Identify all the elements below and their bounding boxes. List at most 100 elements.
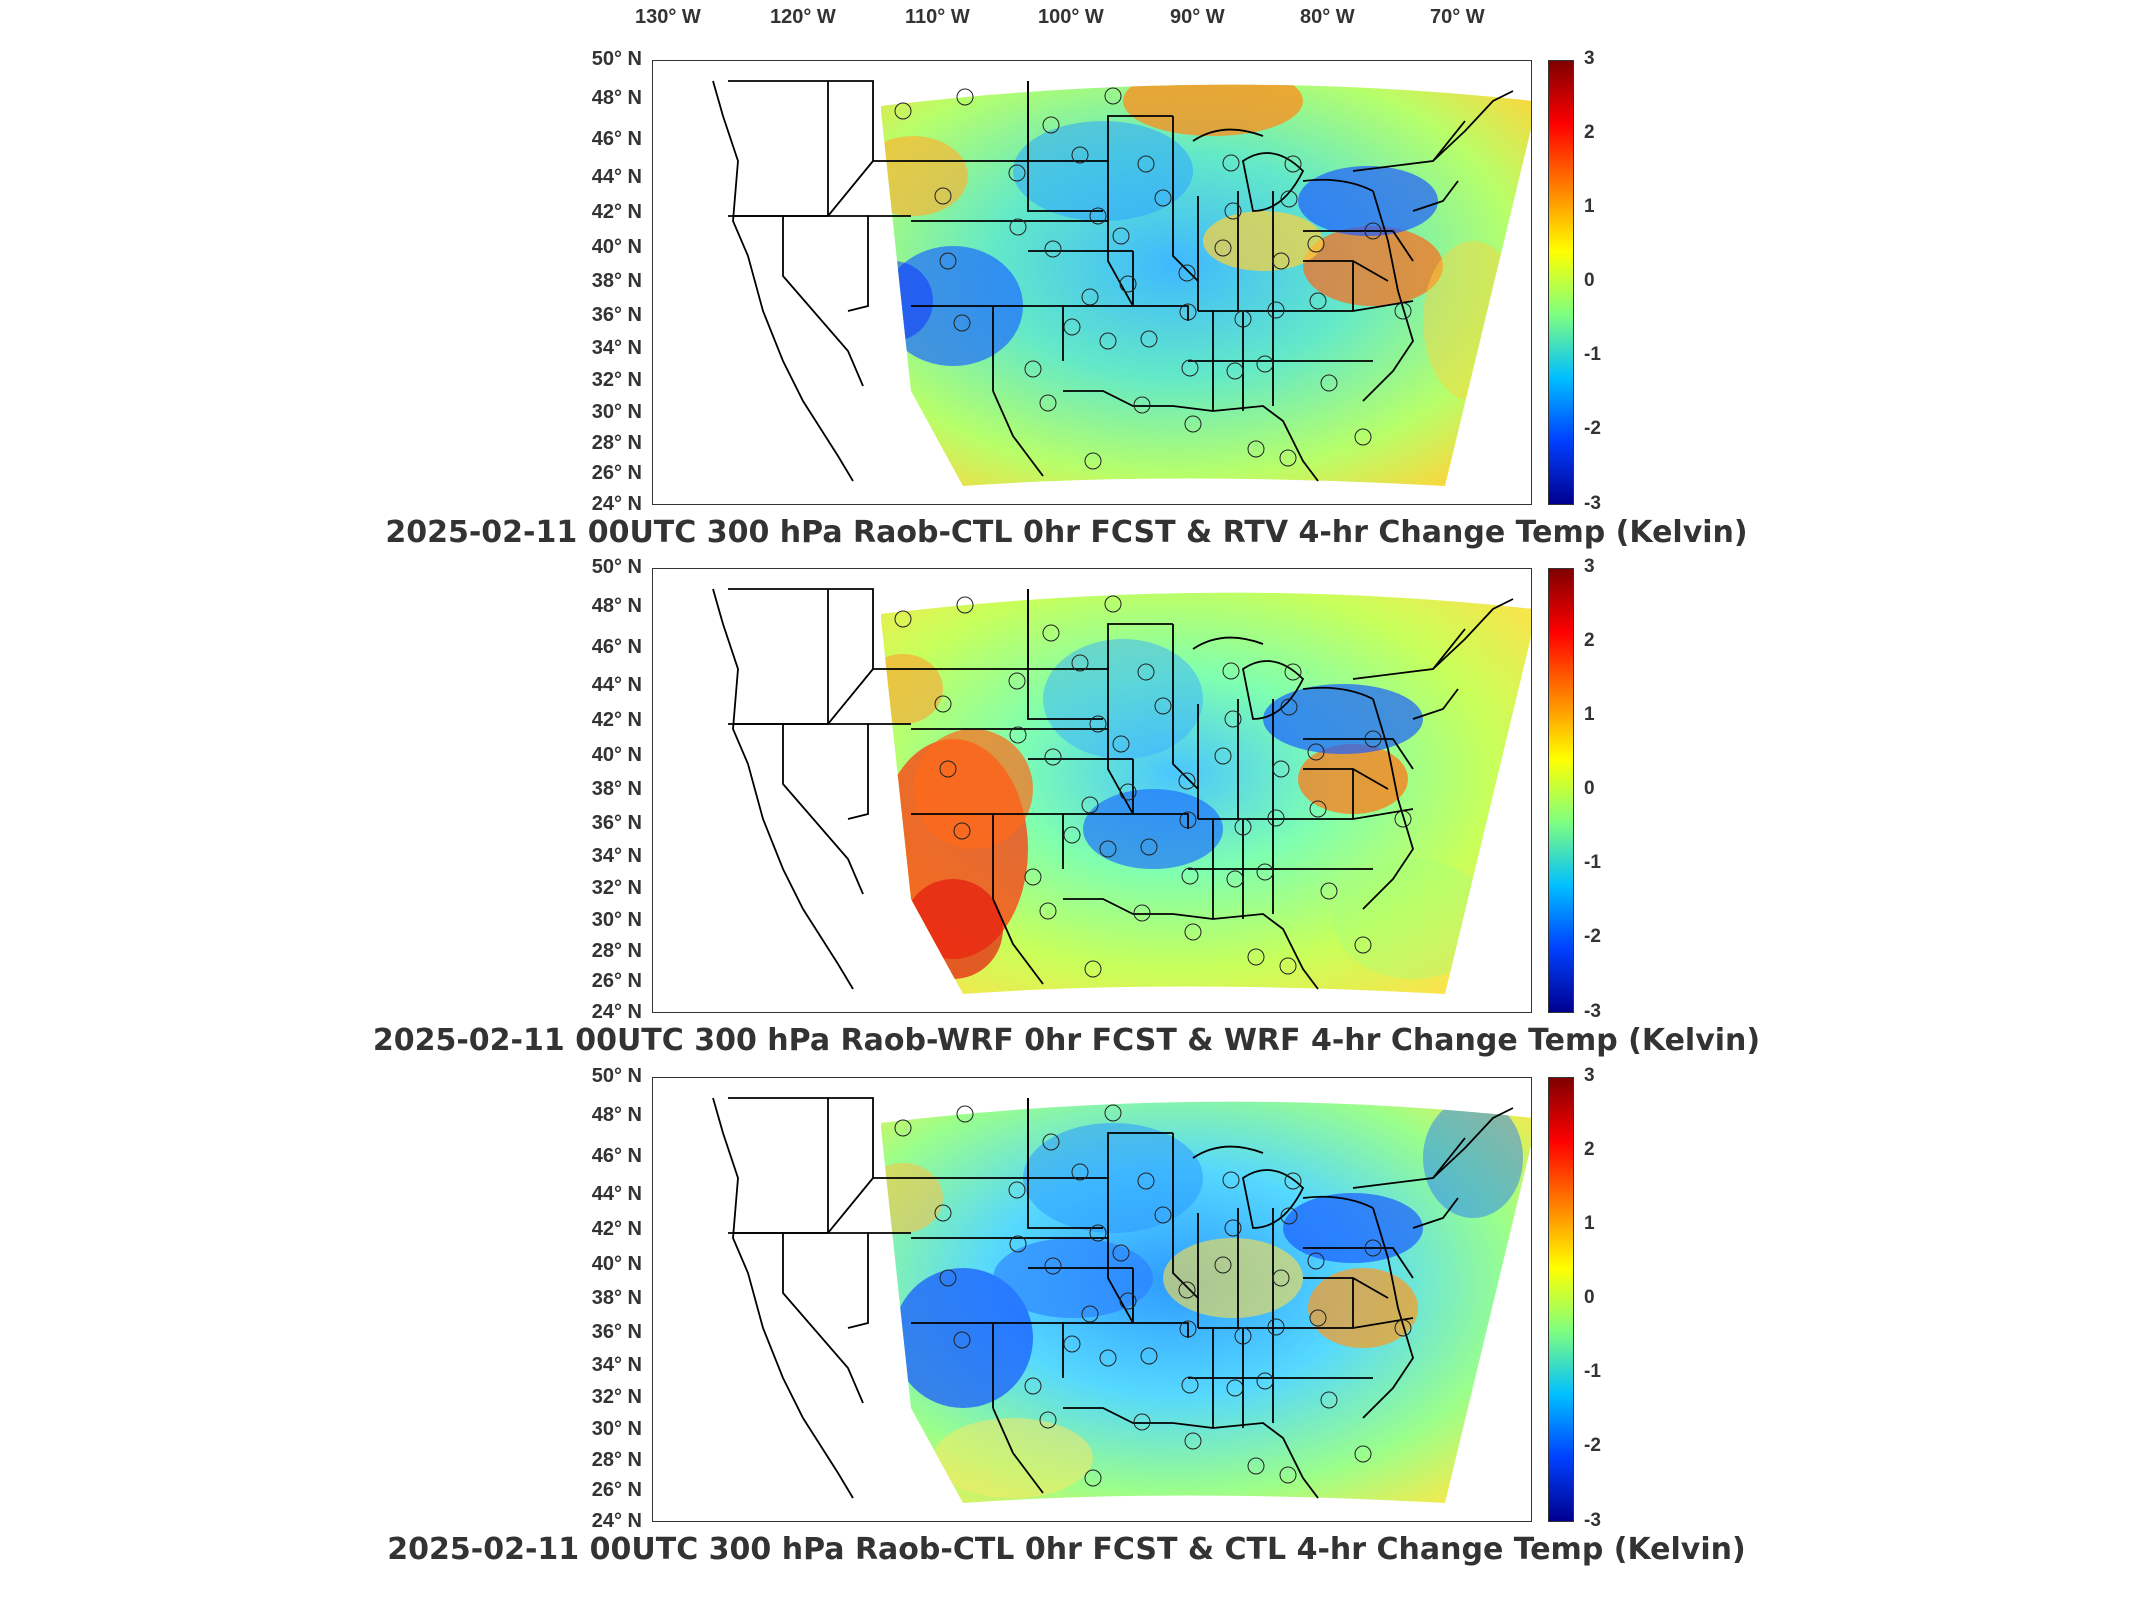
boundary-line — [733, 215, 864, 387]
station-marker — [1071, 1163, 1089, 1181]
lat-label: 30° N — [591, 909, 642, 931]
lat-label: 42° N — [591, 709, 642, 731]
lat-label: 36° N — [591, 1321, 642, 1343]
anomaly-region — [1043, 639, 1203, 759]
station-marker — [1184, 415, 1202, 433]
station-marker — [1272, 1269, 1290, 1287]
station-marker — [1081, 796, 1099, 814]
station-marker — [1364, 222, 1382, 240]
anomaly-region — [1023, 1123, 1203, 1233]
colorbar-tick-label: -1 — [1584, 344, 1601, 365]
lat-label: 50° N — [591, 556, 642, 578]
station-marker — [1104, 1104, 1122, 1122]
station-marker — [1024, 868, 1042, 886]
station-marker — [1284, 155, 1302, 173]
station-marker — [1133, 1413, 1151, 1431]
anomaly-region — [903, 879, 1003, 979]
lat-label: 38° N — [591, 778, 642, 800]
station-marker — [1042, 116, 1060, 134]
station-marker — [1234, 818, 1252, 836]
lat-label: 38° N — [591, 1287, 642, 1309]
colorbar — [1548, 1077, 1574, 1522]
station-marker — [1267, 301, 1285, 319]
station-marker — [1104, 87, 1122, 105]
state-boundaries — [712, 1097, 1514, 1499]
boundary-line — [728, 1097, 874, 1234]
station-marker — [956, 1105, 974, 1123]
station-marker — [1154, 697, 1172, 715]
station-marker — [894, 102, 912, 120]
anomaly-region — [1283, 1193, 1423, 1263]
station-marker — [1044, 748, 1062, 766]
station-marker — [1222, 1171, 1240, 1189]
boundary-line — [1362, 1207, 1414, 1419]
lat-label: 50° N — [591, 48, 642, 70]
station-marker — [1179, 1320, 1197, 1338]
station-marker — [1280, 190, 1298, 208]
anomaly-region — [881, 136, 968, 216]
boundary-line — [1107, 623, 1173, 669]
station-marker — [1112, 735, 1130, 753]
boundary-line — [783, 215, 869, 312]
lat-label: 44° N — [591, 674, 642, 696]
station-marker — [1181, 1376, 1199, 1394]
station-marker — [934, 187, 952, 205]
boundary-line — [1172, 1133, 1199, 1299]
colorbar — [1548, 568, 1574, 1013]
map-plot-3 — [652, 1077, 1532, 1522]
station-marker — [1394, 1319, 1412, 1337]
boundary-line — [1172, 624, 1199, 790]
station-marker — [1364, 730, 1382, 748]
panel-title: 2025-02-11 00UTC 300 hPa Raob-CTL 0hr FC… — [385, 515, 1748, 550]
station-marker — [1044, 240, 1062, 258]
station-marker — [1119, 1292, 1137, 1310]
colorbar-tick-label: -2 — [1584, 926, 1601, 947]
colorbar-tick-label: -1 — [1584, 852, 1601, 873]
boundary-line — [1241, 152, 1305, 212]
boundary-line — [1412, 180, 1459, 212]
boundary-line — [992, 898, 1044, 985]
station-marker — [934, 695, 952, 713]
station-marker — [1089, 207, 1107, 225]
colorbar-tick-label: 2 — [1584, 630, 1595, 651]
boundary-line — [1241, 1169, 1305, 1229]
station-marker — [1024, 360, 1042, 378]
station-marker — [956, 596, 974, 614]
boundary-line — [1192, 1145, 1264, 1159]
anomaly-region — [1163, 1238, 1303, 1318]
boundary-line — [733, 723, 864, 895]
anomaly-region — [1423, 1101, 1523, 1218]
map-plot-1 — [652, 60, 1532, 505]
lat-label: 24° N — [591, 493, 642, 515]
lat-label: 46° N — [591, 636, 642, 658]
boundary-line — [1063, 1407, 1319, 1499]
anomaly-region — [881, 261, 933, 341]
lat-label: 34° N — [591, 845, 642, 867]
anomaly-region — [1303, 226, 1443, 306]
lat-label: 34° N — [591, 1354, 642, 1376]
anomaly-region — [881, 654, 943, 724]
lat-label: 42° N — [591, 1218, 642, 1240]
state-boundaries — [712, 588, 1514, 990]
boundary-line — [1192, 128, 1264, 142]
station-marker — [1133, 396, 1151, 414]
station-marker — [1224, 202, 1242, 220]
station-marker — [1284, 1172, 1302, 1190]
temperature-change-field — [712, 588, 1531, 994]
station-marker — [1256, 1372, 1274, 1390]
boundary-line — [1063, 813, 1189, 829]
station-marker — [1224, 1219, 1242, 1237]
station-marker — [1178, 264, 1196, 282]
lat-label: 40° N — [591, 1253, 642, 1275]
station-marker — [956, 88, 974, 106]
station-marker — [1354, 936, 1372, 954]
station-marker — [1009, 1235, 1027, 1253]
boundary-line — [1303, 1247, 1414, 1279]
lat-label: 32° N — [591, 1386, 642, 1408]
anomaly-region — [1333, 859, 1493, 979]
station-marker — [1119, 275, 1137, 293]
colorbar-tick-label: -2 — [1584, 1435, 1601, 1456]
lat-label: 26° N — [591, 462, 642, 484]
station-marker — [1024, 1377, 1042, 1395]
station-marker — [1280, 698, 1298, 716]
